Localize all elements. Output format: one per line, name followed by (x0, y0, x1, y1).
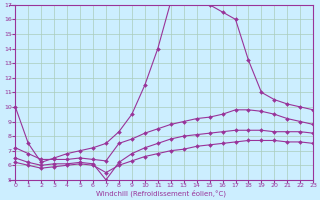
X-axis label: Windchill (Refroidissement éolien,°C): Windchill (Refroidissement éolien,°C) (96, 190, 226, 197)
